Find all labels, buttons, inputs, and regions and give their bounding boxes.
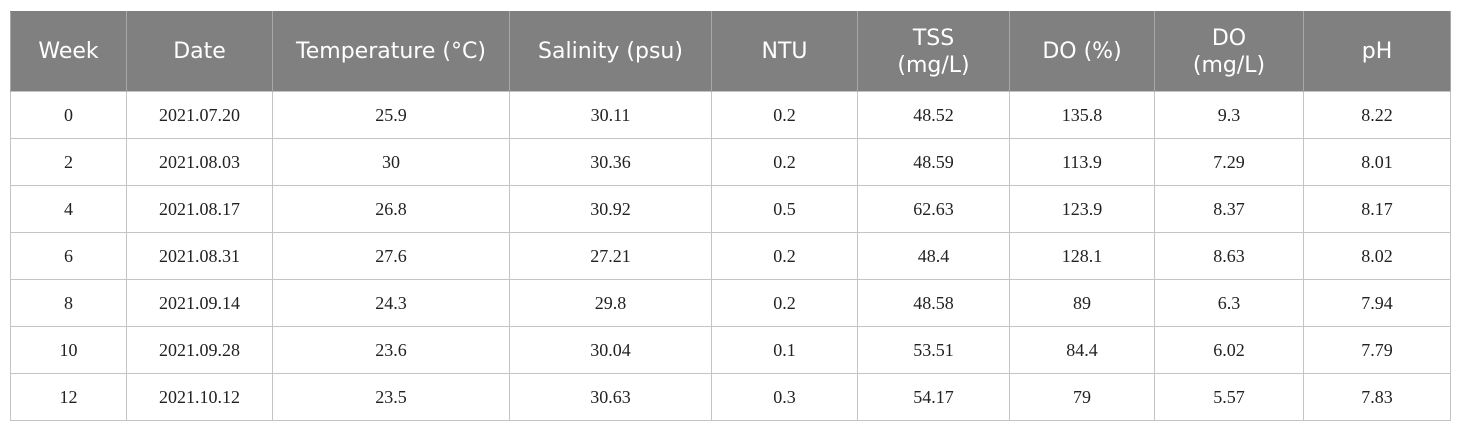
cell-do-mgl: 5.57 <box>1154 373 1304 421</box>
cell-date: 2021.08.17 <box>126 185 273 233</box>
cell-tss: 53.51 <box>857 326 1010 374</box>
cell-ph: 7.79 <box>1303 326 1451 374</box>
header-tss: TSS (mg/L) <box>857 11 1010 92</box>
cell-tss: 48.59 <box>857 138 1010 186</box>
cell-date: 2021.09.28 <box>126 326 273 374</box>
table-row: 2 2021.08.03 30 30.36 0.2 48.59 113.9 7.29 8.01 <box>10 138 1451 186</box>
cell-do-percent: 89 <box>1009 279 1155 327</box>
cell-do-percent: 113.9 <box>1009 138 1155 186</box>
cell-ntu: 0.2 <box>711 138 858 186</box>
cell-ph: 7.94 <box>1303 279 1451 327</box>
cell-ntu: 0.2 <box>711 279 858 327</box>
cell-salinity: 30.36 <box>509 138 712 186</box>
table-row: 0 2021.07.20 25.9 30.11 0.2 48.52 135.8 9.3 8.22 <box>10 91 1451 139</box>
cell-do-percent: 135.8 <box>1009 91 1155 139</box>
water-quality-table: Week Date Temperature (°C) Salinity (psu… <box>10 11 1451 421</box>
header-temperature: Temperature (°C) <box>272 11 510 92</box>
cell-tss: 48.52 <box>857 91 1010 139</box>
cell-date: 2021.08.03 <box>126 138 273 186</box>
cell-temperature: 24.3 <box>272 279 510 327</box>
cell-ntu: 0.2 <box>711 232 858 280</box>
cell-ntu: 0.2 <box>711 91 858 139</box>
cell-ph: 8.22 <box>1303 91 1451 139</box>
cell-temperature: 23.5 <box>272 373 510 421</box>
cell-ntu: 0.1 <box>711 326 858 374</box>
data-table-container: Week Date Temperature (°C) Salinity (psu… <box>10 11 1451 421</box>
cell-week: 6 <box>10 232 127 280</box>
header-row: Week Date Temperature (°C) Salinity (psu… <box>10 11 1451 92</box>
cell-do-percent: 128.1 <box>1009 232 1155 280</box>
cell-salinity: 27.21 <box>509 232 712 280</box>
cell-ph: 8.02 <box>1303 232 1451 280</box>
table-header: Week Date Temperature (°C) Salinity (psu… <box>10 11 1451 92</box>
cell-do-mgl: 8.37 <box>1154 185 1304 233</box>
cell-ph: 8.01 <box>1303 138 1451 186</box>
cell-ntu: 0.5 <box>711 185 858 233</box>
cell-week: 12 <box>10 373 127 421</box>
header-ntu: NTU <box>711 11 858 92</box>
cell-tss: 48.4 <box>857 232 1010 280</box>
cell-week: 10 <box>10 326 127 374</box>
cell-temperature: 23.6 <box>272 326 510 374</box>
cell-temperature: 26.8 <box>272 185 510 233</box>
cell-do-percent: 123.9 <box>1009 185 1155 233</box>
cell-salinity: 29.8 <box>509 279 712 327</box>
table-row: 8 2021.09.14 24.3 29.8 0.2 48.58 89 6.3 7.94 <box>10 279 1451 327</box>
cell-date: 2021.10.12 <box>126 373 273 421</box>
table-row: 12 2021.10.12 23.5 30.63 0.3 54.17 79 5.57 7.83 <box>10 373 1451 421</box>
cell-week: 4 <box>10 185 127 233</box>
cell-temperature: 25.9 <box>272 91 510 139</box>
cell-do-mgl: 9.3 <box>1154 91 1304 139</box>
header-do-percent: DO (%) <box>1009 11 1155 92</box>
cell-temperature: 30 <box>272 138 510 186</box>
cell-tss: 62.63 <box>857 185 1010 233</box>
cell-do-mgl: 8.63 <box>1154 232 1304 280</box>
header-date: Date <box>126 11 273 92</box>
cell-do-mgl: 7.29 <box>1154 138 1304 186</box>
cell-do-mgl: 6.02 <box>1154 326 1304 374</box>
cell-date: 2021.08.31 <box>126 232 273 280</box>
cell-week: 8 <box>10 279 127 327</box>
table-row: 10 2021.09.28 23.6 30.04 0.1 53.51 84.4 6.02 7.7… <box>10 326 1451 374</box>
cell-ph: 7.83 <box>1303 373 1451 421</box>
cell-do-percent: 84.4 <box>1009 326 1155 374</box>
table-row: 6 2021.08.31 27.6 27.21 0.2 48.4 128.1 8.63 8.02 <box>10 232 1451 280</box>
cell-do-mgl: 6.3 <box>1154 279 1304 327</box>
header-week: Week <box>10 11 127 92</box>
cell-week: 0 <box>10 91 127 139</box>
cell-salinity: 30.11 <box>509 91 712 139</box>
cell-tss: 54.17 <box>857 373 1010 421</box>
cell-date: 2021.09.14 <box>126 279 273 327</box>
cell-do-percent: 79 <box>1009 373 1155 421</box>
table-body: 0 2021.07.20 25.9 30.11 0.2 48.52 135.8 9.3 8.22… <box>10 91 1451 421</box>
cell-date: 2021.07.20 <box>126 91 273 139</box>
header-do-mgl: DO (mg/L) <box>1154 11 1304 92</box>
cell-salinity: 30.92 <box>509 185 712 233</box>
cell-ntu: 0.3 <box>711 373 858 421</box>
header-salinity: Salinity (psu) <box>509 11 712 92</box>
table-row: 4 2021.08.17 26.8 30.92 0.5 62.63 123.9 8.37 8.1… <box>10 185 1451 233</box>
cell-ph: 8.17 <box>1303 185 1451 233</box>
cell-salinity: 30.04 <box>509 326 712 374</box>
cell-temperature: 27.6 <box>272 232 510 280</box>
cell-salinity: 30.63 <box>509 373 712 421</box>
cell-week: 2 <box>10 138 127 186</box>
header-ph: pH <box>1303 11 1451 92</box>
cell-tss: 48.58 <box>857 279 1010 327</box>
